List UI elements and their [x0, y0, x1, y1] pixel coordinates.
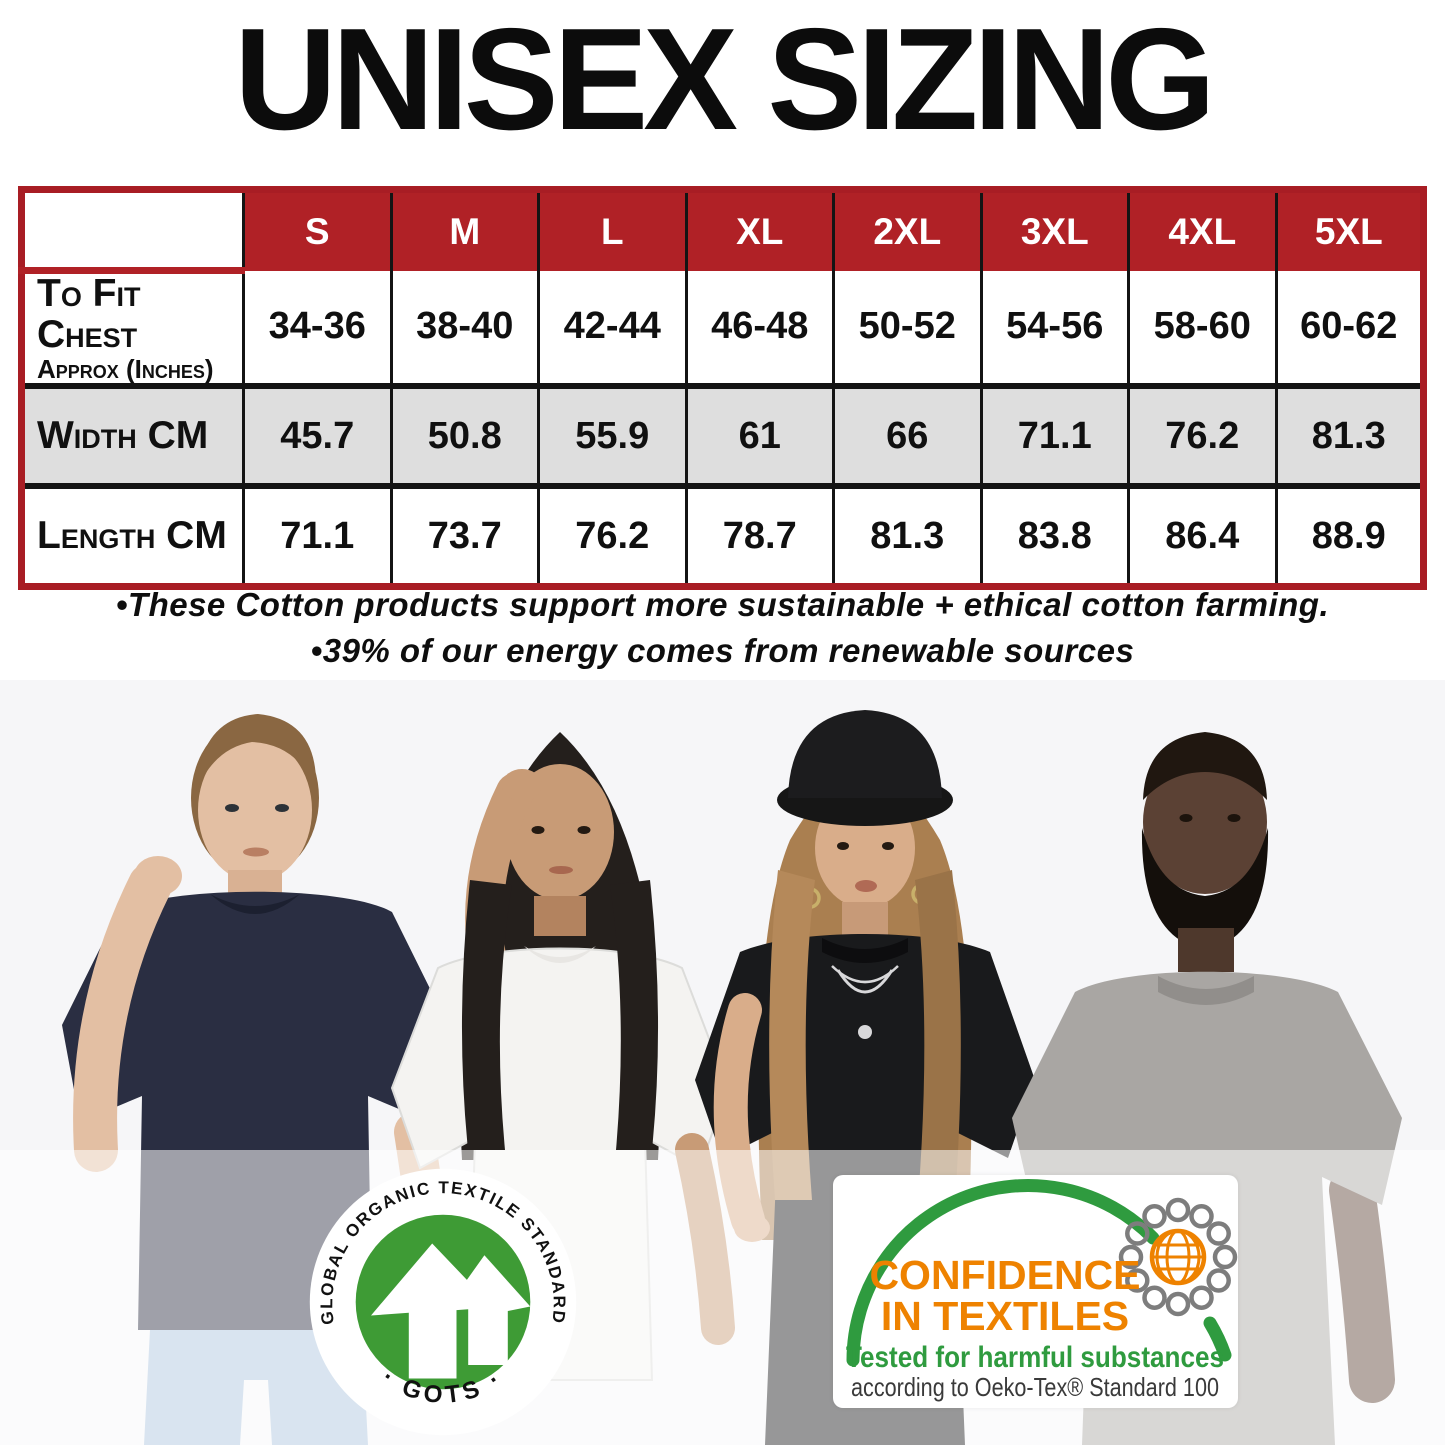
page-title: UNISEX SIZING	[234, 0, 1216, 161]
model3-hair-lock	[915, 870, 961, 1200]
model3-eye	[837, 842, 849, 850]
sustainability-note: •39% of our energy comes from renewable …	[310, 632, 1135, 669]
size-value-cell: 55.9	[537, 383, 686, 487]
models-photo: GLOBAL ORGANIC TEXTILE STANDARD · GOTS ·	[0, 680, 1445, 1445]
model3-necklace	[836, 969, 894, 994]
size-value-cell: 73.7	[389, 483, 539, 587]
table-row: Length CM 71.1 73.7 76.2 78.7 81.3 83.8 86.4 88.…	[21, 483, 1424, 587]
size-value-cell: 88.9	[1274, 483, 1424, 587]
size-value-cell: 76.2	[1127, 383, 1276, 487]
size-value-cell: 58-60	[1127, 270, 1276, 387]
row-label: To Fit Chest Approx (Inches)	[21, 270, 244, 387]
size-value-cell: 86.4	[1127, 483, 1276, 587]
size-column-header: 3XL	[979, 189, 1129, 271]
row-label: Length CM	[21, 483, 244, 587]
model2-eye	[531, 826, 545, 834]
table-row: To Fit Chest Approx (Inches) 34-36 38-40 42-…	[21, 270, 1424, 387]
model3-hair-lock	[769, 870, 815, 1200]
size-value-cell: 76.2	[537, 483, 686, 587]
size-value-cell: 81.3	[1274, 383, 1424, 487]
oeko-globe-icon	[1149, 1228, 1207, 1286]
size-value-cell: 50-52	[832, 270, 981, 387]
size-value-cell: 60-62	[1274, 270, 1424, 387]
table-row: Width CM 45.7 50.8 55.9 61 66 71.1 76.2 81.3	[21, 383, 1424, 487]
size-value-cell: 54-56	[979, 270, 1129, 387]
model1-raised-arm	[73, 863, 172, 1172]
size-column-header: S	[242, 189, 391, 271]
size-column-header: 4XL	[1127, 189, 1276, 271]
size-table-header-row: S M L XL 2XL 3XL 4XL 5XL	[21, 189, 1424, 274]
gots-logo: GLOBAL ORGANIC TEXTILE STANDARD · GOTS ·	[309, 1168, 577, 1436]
model2-collar	[524, 946, 596, 963]
oeko-green-arc	[846, 1178, 1160, 1367]
model1-face	[198, 738, 312, 882]
sustainability-note: •These Cotton products support more sust…	[115, 586, 1330, 623]
oeko-line3: Tested for harmful substances	[846, 1341, 1224, 1374]
model3-collar	[822, 938, 908, 963]
oeko-line4: according to Oeko-Tex® Standard 100	[851, 1372, 1219, 1402]
size-table: S M L XL 2XL 3XL 4XL 5XL To Fit Chest Approx (In…	[18, 186, 1427, 591]
model4-eye	[1179, 814, 1193, 822]
model2-mouth	[549, 866, 573, 874]
model4-collar	[1158, 976, 1254, 1005]
model1-eye	[275, 804, 289, 812]
size-value-cell: 78.7	[684, 483, 834, 587]
size-table-body: To Fit Chest Approx (Inches) 34-36 38-40 42-…	[21, 270, 1424, 587]
model3-mouth	[855, 880, 877, 892]
model1-hand	[134, 856, 182, 896]
model1-hair-front	[196, 714, 317, 792]
size-value-cell: 45.7	[242, 383, 391, 487]
size-column-header: M	[389, 189, 539, 271]
oeko-card	[833, 1175, 1238, 1408]
oeko-green-arc-tail	[1203, 1316, 1232, 1362]
model4-beard	[1141, 828, 1269, 950]
model3-hat-crown	[788, 710, 942, 798]
model2-hair-lock	[461, 880, 512, 1150]
oeko-loops-emblem	[1118, 1197, 1238, 1317]
oeko-line1: CONFIDENCE	[869, 1252, 1140, 1298]
size-column-header: L	[537, 189, 686, 271]
model4-hair	[1143, 732, 1267, 800]
model3-neck	[842, 902, 888, 938]
model2-hand	[502, 769, 542, 801]
size-value-cell: 81.3	[832, 483, 981, 587]
size-value-cell: 42-44	[537, 270, 686, 387]
size-value-cell: 83.8	[979, 483, 1129, 587]
size-column-header: 2XL	[832, 189, 981, 271]
model1-collar	[210, 894, 300, 914]
sustainability-notes: •These Cotton products support more sust…	[0, 586, 1445, 678]
oeko-line2: IN TEXTILES	[881, 1293, 1129, 1339]
model4-neck	[1178, 928, 1234, 972]
size-value-cell: 66	[832, 383, 981, 487]
size-value-cell: 34-36	[242, 270, 391, 387]
size-value-cell: 71.1	[979, 383, 1129, 487]
oeko-tex-logo: CONFIDENCE IN TEXTILES Tested for harmfu…	[833, 1175, 1238, 1408]
size-value-cell: 46-48	[684, 270, 834, 387]
size-column-header: XL	[684, 189, 834, 271]
size-value-cell: 61	[684, 383, 834, 487]
size-value-cell: 71.1	[242, 483, 391, 587]
row-label: Width CM	[21, 383, 244, 487]
table-corner-cell	[21, 189, 244, 274]
size-table-container: S M L XL 2XL 3XL 4XL 5XL To Fit Chest Approx (In…	[18, 186, 1427, 591]
model3-eye	[882, 842, 894, 850]
size-column-header: 5XL	[1274, 189, 1424, 271]
model3-pendant	[858, 1025, 872, 1039]
gots-shirt-icon	[371, 1243, 531, 1379]
model4-eye	[1227, 814, 1241, 822]
model1-mouth	[243, 847, 269, 857]
size-value-cell: 38-40	[389, 270, 539, 387]
model4-face	[1143, 750, 1267, 894]
model1-eye	[225, 804, 239, 812]
size-value-cell: 50.8	[389, 383, 539, 487]
model2-neck	[534, 896, 586, 936]
model2-eye	[577, 826, 591, 834]
model2-hair-lock	[610, 880, 659, 1150]
